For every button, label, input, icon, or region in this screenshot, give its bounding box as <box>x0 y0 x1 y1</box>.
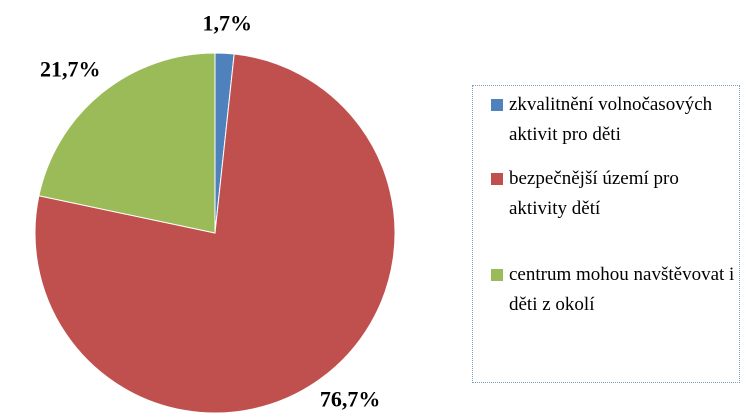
legend-entry: zkvalitnění volnočasových aktivit pro dě… <box>489 90 735 150</box>
data-label: 1,7% <box>203 10 253 35</box>
legend-swatch <box>491 99 503 111</box>
legend-entry: bezpečnější území pro aktivity dětí <box>489 164 735 224</box>
pie-slice <box>38 52 216 234</box>
legend-label: zkvalitnění volnočasových aktivit pro dě… <box>509 94 713 145</box>
data-label: 76,7% <box>320 386 381 411</box>
data-label: 21,7% <box>40 56 101 81</box>
legend: zkvalitnění volnočasových aktivit pro dě… <box>472 85 740 383</box>
legend-swatch <box>491 173 503 185</box>
legend-swatch <box>491 269 503 281</box>
legend-entry: centrum mohou navštěvovat i děti z okolí <box>489 260 735 320</box>
legend-label: centrum mohou navštěvovat i děti z okolí <box>509 264 735 315</box>
legend-label: bezpečnější území pro aktivity dětí <box>509 168 679 219</box>
